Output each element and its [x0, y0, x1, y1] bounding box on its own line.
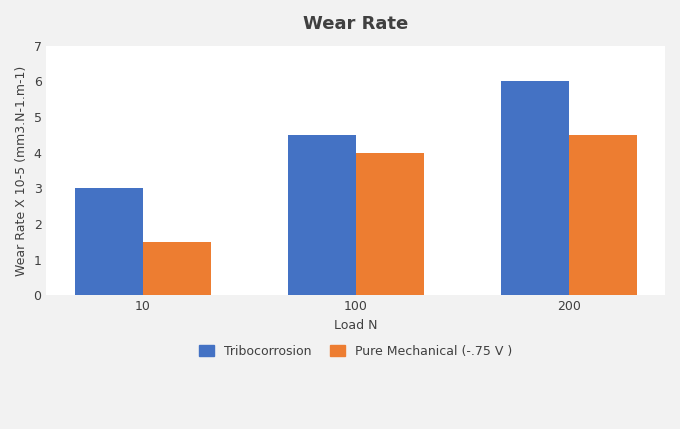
- Title: Wear Rate: Wear Rate: [303, 15, 408, 33]
- Legend: Tribocorrosion, Pure Mechanical (-.75 V ): Tribocorrosion, Pure Mechanical (-.75 V …: [192, 338, 519, 364]
- Bar: [568, 135, 637, 296]
- Bar: [356, 153, 424, 296]
- Y-axis label: Wear Rate X 10-5 (mm3.N-1.m-1): Wear Rate X 10-5 (mm3.N-1.m-1): [15, 65, 28, 276]
- Bar: [288, 135, 356, 296]
- Bar: [143, 242, 211, 296]
- Bar: [500, 82, 568, 296]
- Bar: [75, 188, 143, 296]
- X-axis label: Load N: Load N: [334, 319, 377, 332]
